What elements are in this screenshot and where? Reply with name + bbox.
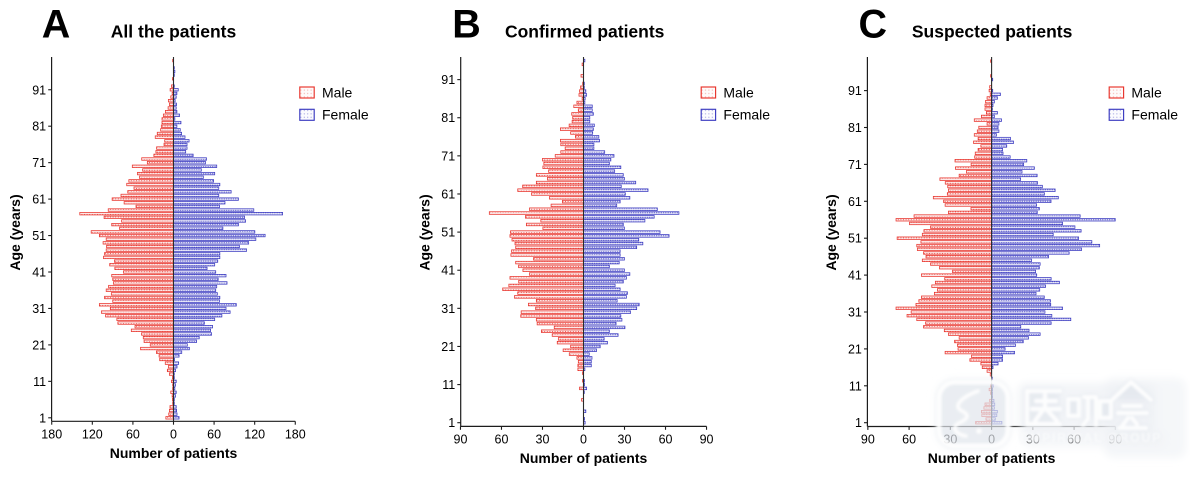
- svg-text:Male: Male: [723, 84, 754, 100]
- svg-text:60: 60: [659, 433, 673, 447]
- svg-text:71: 71: [441, 149, 455, 163]
- svg-text:Confirmed patients: Confirmed patients: [505, 22, 665, 42]
- svg-text:11: 11: [33, 375, 46, 389]
- svg-text:120: 120: [82, 428, 103, 442]
- svg-text:71: 71: [848, 158, 862, 172]
- svg-text:91: 91: [32, 83, 46, 97]
- svg-text:30: 30: [618, 433, 632, 447]
- svg-text:All the patients: All the patients: [111, 22, 237, 42]
- svg-text:91: 91: [848, 84, 862, 98]
- svg-text:1: 1: [855, 416, 862, 430]
- svg-text:51: 51: [32, 229, 46, 243]
- svg-text:180: 180: [41, 428, 62, 442]
- svg-text:21: 21: [32, 338, 46, 352]
- svg-text:81: 81: [848, 121, 862, 135]
- svg-text:11: 11: [442, 378, 455, 392]
- svg-text:1: 1: [39, 411, 46, 425]
- svg-text:11: 11: [849, 379, 862, 393]
- svg-text:81: 81: [32, 120, 46, 134]
- svg-text:0: 0: [580, 433, 587, 447]
- svg-text:51: 51: [848, 232, 862, 246]
- svg-text:Number of patients: Number of patients: [928, 450, 1056, 466]
- svg-text:60: 60: [902, 433, 916, 447]
- svg-text:41: 41: [848, 269, 862, 283]
- svg-text:31: 31: [441, 302, 455, 316]
- svg-text:81: 81: [441, 111, 455, 125]
- svg-text:51: 51: [441, 226, 455, 240]
- svg-text:21: 21: [848, 342, 862, 356]
- svg-text:120: 120: [244, 428, 265, 442]
- svg-text:180: 180: [285, 428, 306, 442]
- svg-text:31: 31: [32, 302, 46, 316]
- svg-text:41: 41: [32, 266, 46, 280]
- svg-text:60: 60: [126, 428, 140, 442]
- svg-text:Female: Female: [723, 107, 770, 123]
- svg-text:EMPIRICAL GROUP: EMPIRICAL GROUP: [1020, 431, 1162, 445]
- svg-text:1: 1: [448, 416, 455, 430]
- svg-text:Age (years): Age (years): [823, 194, 839, 270]
- svg-text:31: 31: [848, 306, 862, 320]
- svg-text:60: 60: [495, 433, 509, 447]
- svg-text:Number of patients: Number of patients: [110, 445, 238, 461]
- svg-text:90: 90: [700, 433, 714, 447]
- svg-text:90: 90: [454, 433, 468, 447]
- svg-text:61: 61: [32, 193, 46, 207]
- svg-text:Male: Male: [1131, 84, 1162, 100]
- svg-text:60: 60: [207, 428, 221, 442]
- svg-text:71: 71: [32, 156, 46, 170]
- svg-text:30: 30: [536, 433, 550, 447]
- svg-text:EMPIRICAL GROUP: EMPIRICAL GROUP: [1020, 431, 1162, 445]
- svg-text:Age (years): Age (years): [416, 194, 432, 270]
- svg-text:41: 41: [441, 264, 455, 278]
- svg-text:C: C: [859, 3, 888, 47]
- svg-text:B: B: [452, 3, 481, 47]
- svg-text:61: 61: [441, 187, 455, 201]
- svg-text:0: 0: [170, 428, 177, 442]
- svg-text:Age (years): Age (years): [7, 194, 23, 270]
- svg-text:Female: Female: [322, 107, 369, 123]
- svg-text:Male: Male: [322, 84, 353, 100]
- svg-text:Number of patients: Number of patients: [520, 450, 648, 466]
- svg-text:90: 90: [861, 433, 875, 447]
- svg-text:91: 91: [441, 73, 455, 87]
- svg-text:A: A: [42, 3, 71, 47]
- svg-text:21: 21: [441, 340, 455, 354]
- svg-text:Female: Female: [1131, 107, 1178, 123]
- svg-text:61: 61: [848, 195, 862, 209]
- svg-text:Suspected patients: Suspected patients: [912, 22, 1073, 42]
